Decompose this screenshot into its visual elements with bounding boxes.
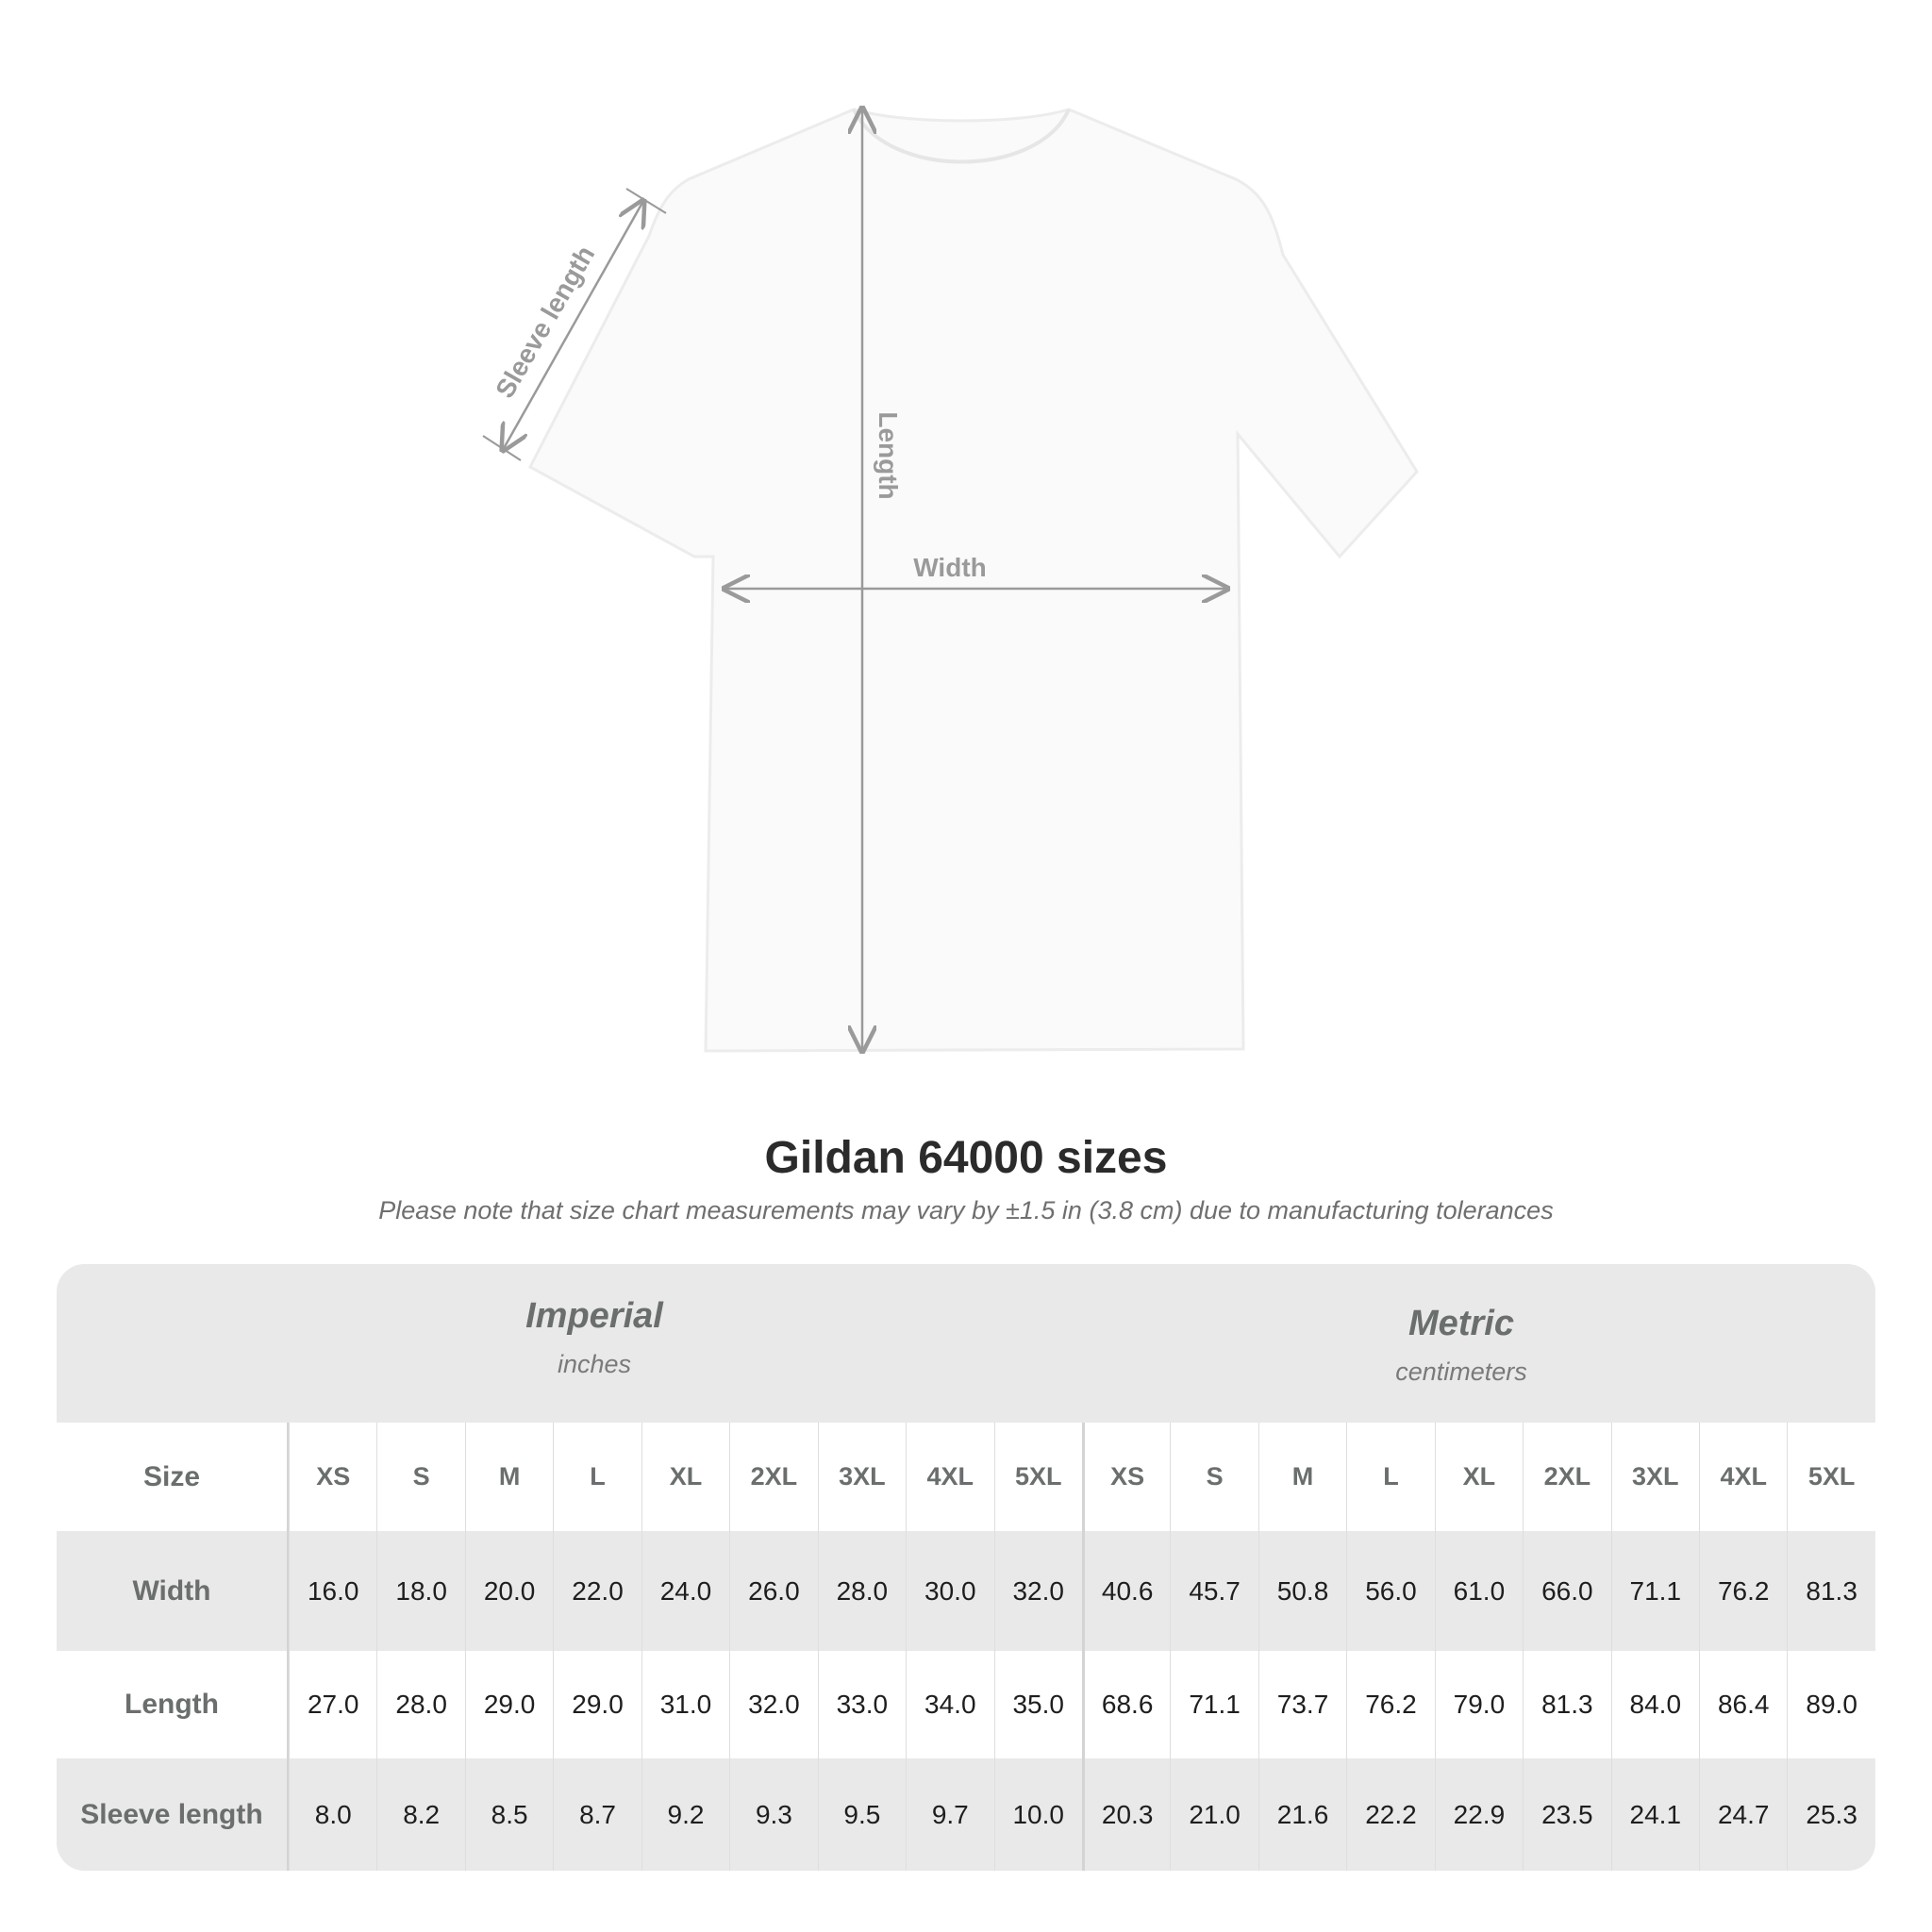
table-cell: 84.0 — [1610, 1651, 1699, 1758]
table-cell: 20.0 — [464, 1531, 553, 1651]
table-cell: 9.5 — [817, 1758, 906, 1871]
table-cell: 21.6 — [1257, 1758, 1346, 1871]
size-header-imperial: 4XL — [906, 1423, 993, 1531]
table-cell: 29.0 — [464, 1651, 553, 1758]
row-label: Width — [57, 1531, 289, 1651]
table-cell: 25.3 — [1787, 1758, 1874, 1871]
size-header-imperial: S — [376, 1423, 464, 1531]
table-cell: 79.0 — [1434, 1651, 1523, 1758]
table-cell: 89.0 — [1787, 1651, 1874, 1758]
size-header-imperial: 5XL — [993, 1423, 1082, 1531]
table-cell: 81.3 — [1523, 1651, 1610, 1758]
table-cell: 8.7 — [553, 1758, 641, 1871]
size-header-imperial: XL — [641, 1423, 729, 1531]
table-row: Width 16.0 18.0 20.0 22.0 24.0 26.0 28.0 30.0 32.… — [57, 1531, 1875, 1651]
table-cell: 56.0 — [1346, 1531, 1434, 1651]
size-header-imperial: L — [553, 1423, 641, 1531]
table-cell: 33.0 — [817, 1651, 906, 1758]
size-header-metric: 3XL — [1610, 1423, 1699, 1531]
table-cell: 32.0 — [729, 1651, 817, 1758]
length-label: Length — [874, 411, 903, 499]
table-cell: 76.2 — [1346, 1651, 1434, 1758]
table-cell: 24.7 — [1699, 1758, 1787, 1871]
size-header-metric: 4XL — [1699, 1423, 1787, 1531]
table-cell: 76.2 — [1699, 1531, 1787, 1651]
imperial-header: Imperial inches — [358, 1296, 830, 1379]
table-cell: 8.5 — [464, 1758, 553, 1871]
table-cell: 45.7 — [1170, 1531, 1257, 1651]
size-header-metric: 2XL — [1523, 1423, 1610, 1531]
table-cell: 9.3 — [729, 1758, 817, 1871]
size-header-metric: S — [1170, 1423, 1257, 1531]
table-cell: 61.0 — [1434, 1531, 1523, 1651]
size-header-imperial: 3XL — [817, 1423, 906, 1531]
table-cell: 81.3 — [1787, 1531, 1874, 1651]
table-cell: 18.0 — [376, 1531, 464, 1651]
table-cell: 68.6 — [1081, 1651, 1170, 1758]
imperial-title: Imperial — [525, 1296, 663, 1336]
size-row: Size XS S M L XL 2XL 3XL 4XL 5XL XS S M L XL 2XL 3XL 4XL 5… — [57, 1423, 1875, 1531]
table-cell: 29.0 — [553, 1651, 641, 1758]
width-label: Width — [913, 553, 987, 582]
table-cell: 16.0 — [289, 1531, 376, 1651]
metric-title: Metric — [1408, 1304, 1514, 1343]
table-cell: 8.0 — [289, 1758, 376, 1871]
sleeve-arrow — [503, 201, 643, 450]
sleeve-tick — [482, 435, 522, 461]
table-cell: 31.0 — [641, 1651, 729, 1758]
row-label: Length — [57, 1651, 289, 1758]
size-header-imperial: 2XL — [729, 1423, 817, 1531]
imperial-unit: inches — [557, 1350, 632, 1378]
table-cell: 9.7 — [906, 1758, 993, 1871]
size-header-metric: XL — [1434, 1423, 1523, 1531]
table-cell: 30.0 — [906, 1531, 993, 1651]
table-cell: 71.1 — [1610, 1531, 1699, 1651]
table-row: Sleeve length 8.0 8.2 8.5 8.7 9.2 9.3 9.5 9.7 10.… — [57, 1758, 1875, 1871]
page-title: Gildan 64000 sizes — [764, 1133, 1168, 1183]
size-header-metric: 5XL — [1787, 1423, 1874, 1531]
table-cell: 40.6 — [1081, 1531, 1170, 1651]
metric-unit: centimeters — [1395, 1357, 1527, 1386]
tshirt-diagram: Width Length Sleeve length — [482, 0, 1419, 1085]
size-header-metric: M — [1257, 1423, 1346, 1531]
table-cell: 86.4 — [1699, 1651, 1787, 1758]
tolerance-note: Please note that size chart measurements… — [378, 1196, 1554, 1224]
table-cell: 22.9 — [1434, 1758, 1523, 1871]
table-cell: 35.0 — [993, 1651, 1082, 1758]
table-cell: 8.2 — [376, 1758, 464, 1871]
table-cell: 28.0 — [817, 1531, 906, 1651]
table-cell: 20.3 — [1081, 1758, 1170, 1871]
table-cell: 21.0 — [1170, 1758, 1257, 1871]
table-cell: 71.1 — [1170, 1651, 1257, 1758]
table-cell: 66.0 — [1523, 1531, 1610, 1651]
table-cell: 32.0 — [993, 1531, 1082, 1651]
table-cell: 73.7 — [1257, 1651, 1346, 1758]
sleeve-tick — [625, 188, 667, 214]
size-header-label: Size — [57, 1423, 289, 1531]
metric-header: Metric centimeters — [1225, 1304, 1697, 1387]
table-cell: 27.0 — [289, 1651, 376, 1758]
size-header-metric: L — [1346, 1423, 1434, 1531]
table-cell: 23.5 — [1523, 1758, 1610, 1871]
table-cell: 24.0 — [641, 1531, 729, 1651]
table-cell: 24.1 — [1610, 1758, 1699, 1871]
size-table: Imperial inches Metric centimeters Size X… — [57, 1264, 1875, 1871]
table-cell: 26.0 — [729, 1531, 817, 1651]
table-cell: 28.0 — [376, 1651, 464, 1758]
table-cell: 22.0 — [553, 1531, 641, 1651]
size-header-metric: XS — [1081, 1423, 1170, 1531]
table-cell: 50.8 — [1257, 1531, 1346, 1651]
table-row: Length 27.0 28.0 29.0 29.0 31.0 32.0 33.0 34.0 35… — [57, 1651, 1875, 1758]
size-header-imperial: XS — [289, 1423, 376, 1531]
table-header: Imperial inches Metric centimeters — [57, 1264, 1875, 1423]
row-label: Sleeve length — [57, 1758, 289, 1871]
size-header-imperial: M — [464, 1423, 553, 1531]
table-cell: 9.2 — [641, 1758, 729, 1871]
table-cell: 10.0 — [993, 1758, 1082, 1871]
table-cell: 22.2 — [1346, 1758, 1434, 1871]
table-cell: 34.0 — [906, 1651, 993, 1758]
